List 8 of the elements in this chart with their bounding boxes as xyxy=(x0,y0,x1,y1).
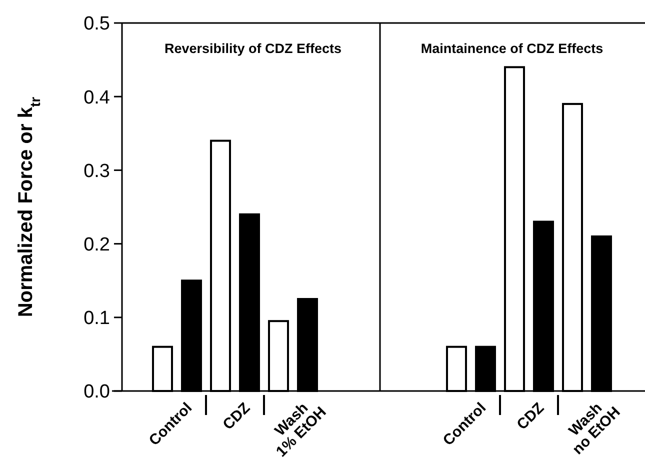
y-tick-label: 0.4 xyxy=(84,87,110,108)
y-tick-label: 0.3 xyxy=(84,160,110,182)
text: Reversibility of CDZ Effects xyxy=(164,41,342,56)
y-tick-label: 0.1 xyxy=(84,308,110,330)
text: Maintainence of CDZ Effects xyxy=(420,41,604,56)
y-tick-label: 0.5 xyxy=(84,14,110,35)
y-tick-label: 0.0 xyxy=(84,382,110,403)
y-tick-label: 0.2 xyxy=(84,234,110,256)
